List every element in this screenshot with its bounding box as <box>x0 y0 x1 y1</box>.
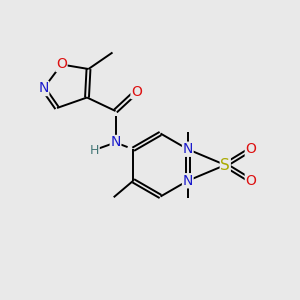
Text: O: O <box>56 58 67 71</box>
Text: N: N <box>38 82 49 95</box>
Text: N: N <box>110 136 121 149</box>
Text: O: O <box>131 85 142 98</box>
Text: S: S <box>220 158 230 172</box>
Text: H: H <box>90 143 99 157</box>
Text: N: N <box>183 142 193 156</box>
Text: N: N <box>183 174 193 188</box>
Text: O: O <box>245 174 256 188</box>
Text: O: O <box>245 142 256 156</box>
